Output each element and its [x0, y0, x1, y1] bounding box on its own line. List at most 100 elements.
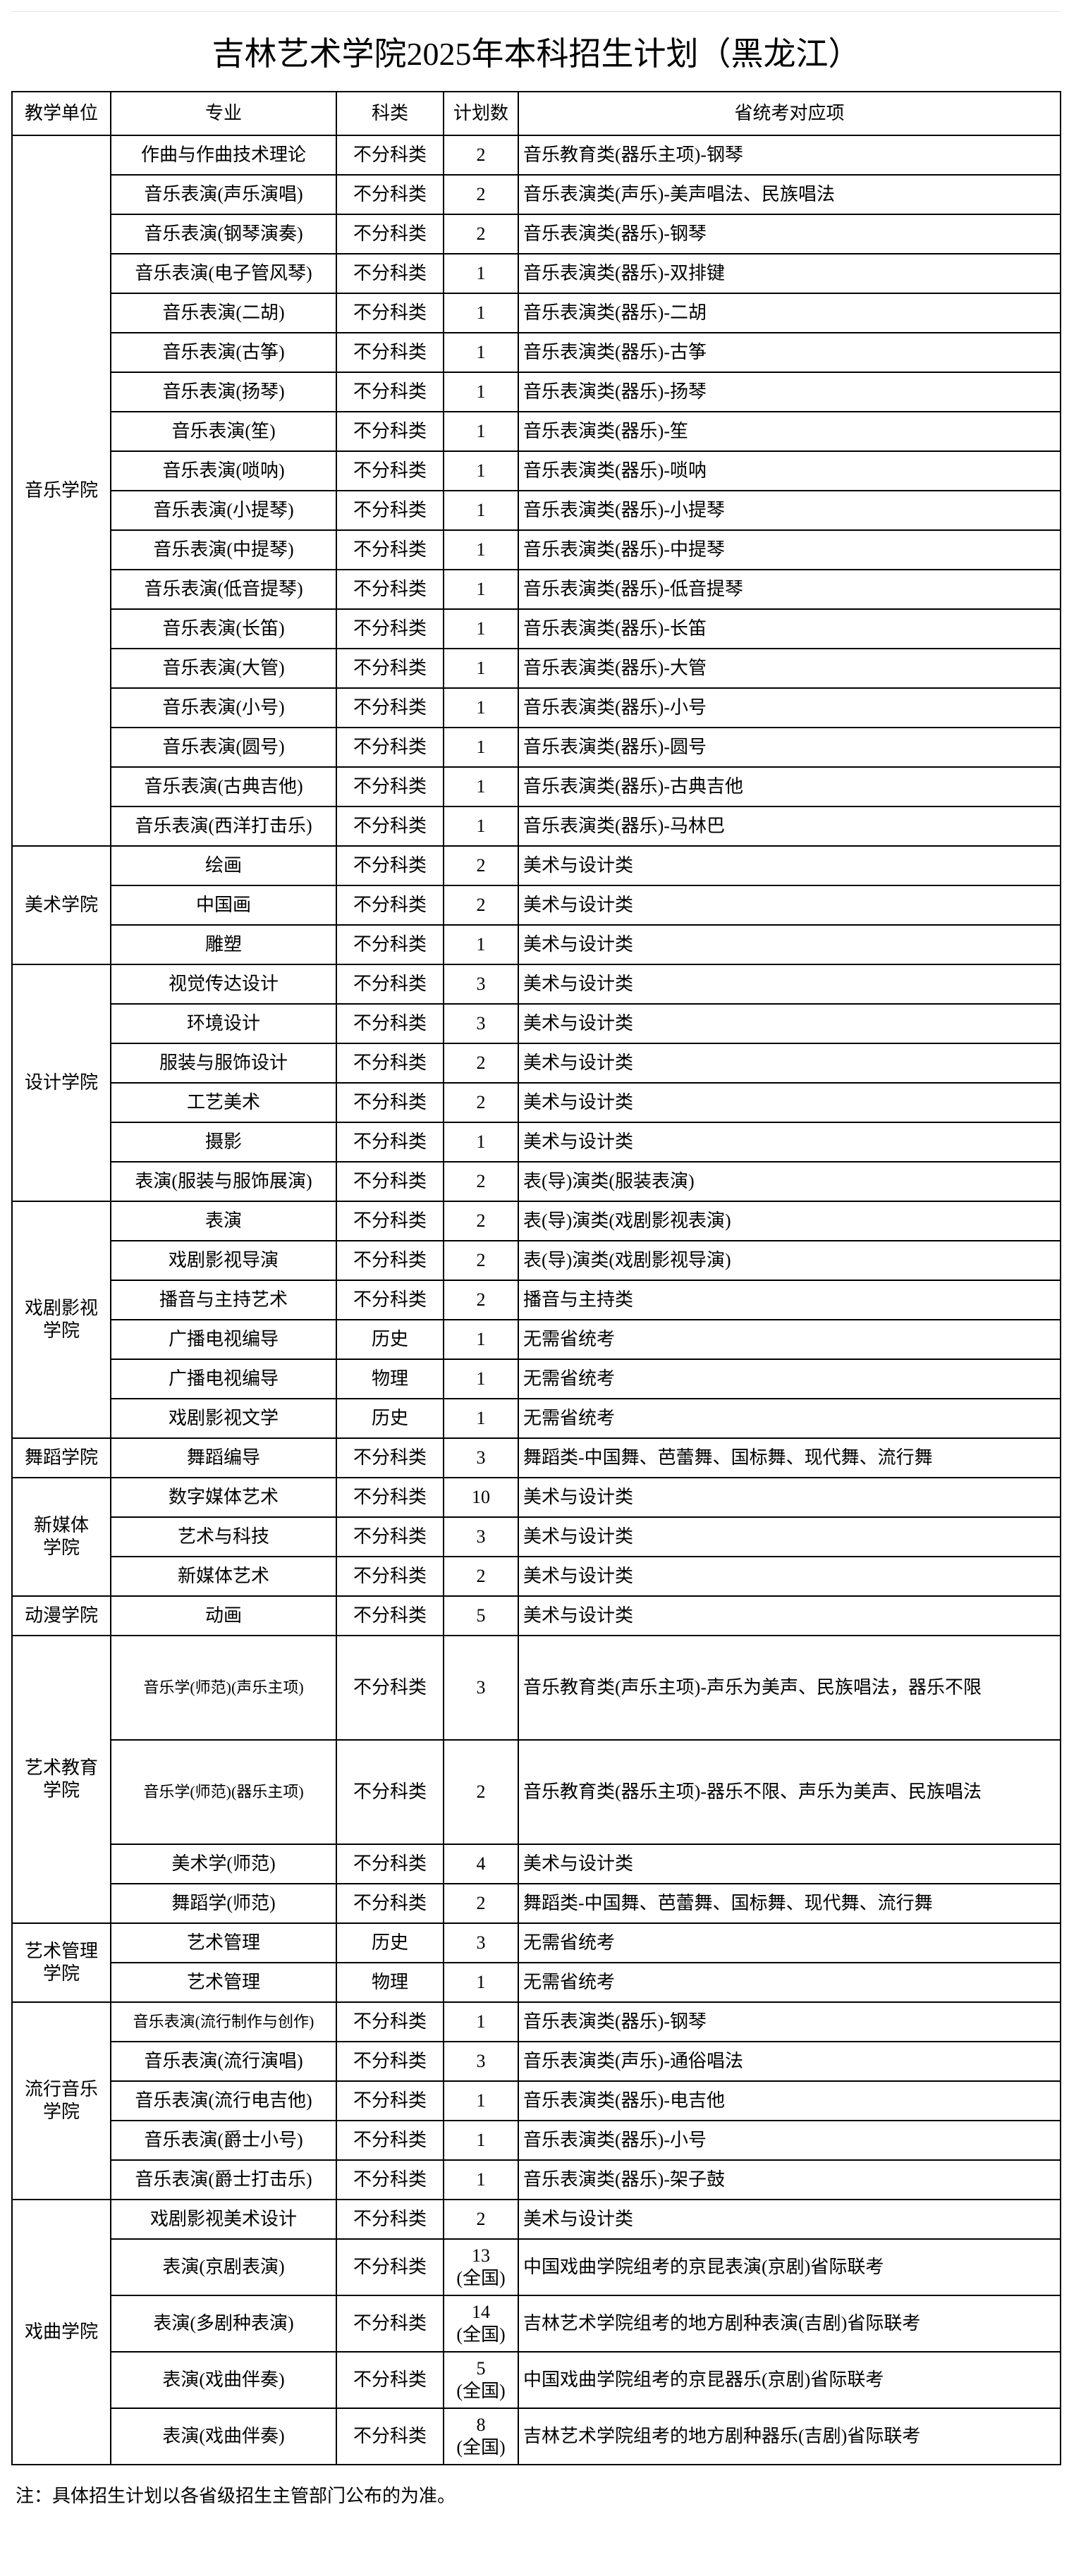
- count-cell: 1: [443, 648, 519, 689]
- exam-mapping-cell: 无需省统考: [518, 1398, 1061, 1439]
- table-row: 音乐表演(中提琴) 不分科类 1 音乐表演类(器乐)-中提琴: [12, 529, 1061, 570]
- major-cell: 动画: [110, 1595, 337, 1636]
- table-row: 音乐表演(钢琴演奏) 不分科类 2 音乐表演类(器乐)-钢琴: [12, 214, 1061, 254]
- type-cell: 不分科类: [336, 648, 444, 689]
- table-row: 音乐表演(二胡) 不分科类 1 音乐表演类(器乐)-二胡: [12, 293, 1061, 333]
- type-cell: 不分科类: [336, 2120, 444, 2161]
- type-cell: 不分科类: [336, 964, 444, 1005]
- type-cell: 不分科类: [336, 1516, 444, 1557]
- exam-mapping-cell: 音乐表演类(器乐)-马林巴: [518, 806, 1061, 847]
- table-row: 音乐表演(电子管风琴) 不分科类 1 音乐表演类(器乐)-双排键: [12, 253, 1061, 294]
- type-cell: 不分科类: [336, 529, 444, 570]
- table-row: 艺术管理 学院 艺术管理 历史 3 无需省统考: [11, 1922, 1061, 2003]
- count-cell: 2: [443, 1240, 519, 1281]
- exam-mapping-cell: 美术与设计类: [518, 1556, 1061, 1597]
- count-cell: 1: [443, 332, 519, 373]
- count-cell: 1: [443, 2080, 519, 2121]
- table-row: 广播电视编导 物理 1 无需省统考: [12, 1358, 1061, 1399]
- exam-mapping-cell: 播音与主持类: [518, 1280, 1061, 1320]
- exam-mapping-cell: 无需省统考: [518, 1358, 1061, 1399]
- count-cell: 1: [443, 806, 519, 847]
- type-cell: 不分科类: [336, 1844, 444, 1884]
- major-cell: 广播电视编导: [110, 1319, 337, 1360]
- major-cell: 戏剧影视导演: [110, 1240, 337, 1281]
- header-major: 专业: [110, 91, 337, 136]
- exam-mapping-cell: 音乐表演类(器乐)-古典吉他: [518, 766, 1061, 807]
- table-row: 音乐学院 作曲与作曲技术理论 不分科类 2 音乐教育类(器乐主项)-钢琴: [11, 135, 1061, 847]
- count-cell: 14 (全国): [443, 2295, 519, 2353]
- table-row: 流行音乐 学院 音乐表演(流行制作与创作) 不分科类 1 音乐表演类(器乐)-钢琴: [11, 2001, 1061, 2200]
- table-row: 广播电视编导 历史 1 无需省统考: [12, 1319, 1061, 1360]
- major-cell: 音乐学(师范)(器乐主项): [110, 1739, 337, 1845]
- major-cell: 音乐表演(古筝): [110, 332, 337, 373]
- major-cell: 音乐表演(中提琴): [110, 529, 337, 570]
- table-row: 雕塑 不分科类 1 美术与设计类: [12, 924, 1061, 965]
- count-cell: 2: [443, 174, 519, 215]
- major-cell: 音乐表演(低音提琴): [110, 569, 337, 610]
- exam-mapping-cell: 美术与设计类: [518, 1082, 1061, 1123]
- major-cell: 音乐表演(笙): [110, 411, 337, 452]
- header-exam-mapping: 省统考对应项: [518, 91, 1061, 136]
- table-row: 舞蹈学院 舞蹈编导 不分科类 3 舞蹈类-中国舞、芭蕾舞、国标舞、现代舞、流行舞: [11, 1437, 1061, 1478]
- table-row: 音乐表演(笙) 不分科类 1 音乐表演类(器乐)-笙: [12, 411, 1061, 452]
- exam-mapping-cell: 美术与设计类: [518, 845, 1061, 886]
- type-cell: 不分科类: [336, 1556, 444, 1597]
- table-row: 舞蹈学(师范) 不分科类 2 舞蹈类-中国舞、芭蕾舞、国标舞、现代舞、流行舞: [12, 1883, 1061, 1924]
- count-cell: 2: [443, 885, 519, 926]
- count-value: 8: [476, 2414, 486, 2435]
- major-cell: 摄影: [110, 1122, 337, 1163]
- count-cell: 3: [443, 1003, 519, 1044]
- count-cell: 1: [443, 293, 519, 333]
- table-row: 环境设计 不分科类 3 美术与设计类: [12, 1003, 1061, 1044]
- table-row: 音乐表演(爵士打击乐) 不分科类 1 音乐表演类(器乐)-架子鼓: [12, 2159, 1061, 2200]
- exam-mapping-cell: 舞蹈类-中国舞、芭蕾舞、国标舞、现代舞、流行舞: [518, 1883, 1061, 1924]
- table-row: 音乐表演(小提琴) 不分科类 1 音乐表演类(器乐)-小提琴: [12, 490, 1061, 531]
- table-row: 音乐表演(爵士小号) 不分科类 1 音乐表演类(器乐)-小号: [12, 2120, 1061, 2161]
- type-cell: 不分科类: [336, 490, 444, 531]
- major-cell: 舞蹈编导: [110, 1437, 337, 1478]
- major-cell: 音乐表演(流行演唱): [110, 2041, 337, 2082]
- count-cell: 1: [443, 253, 519, 294]
- exam-mapping-cell: 吉林艺术学院组考的地方剧种表演(吉剧)省际联考: [518, 2295, 1061, 2353]
- count-cell: 4: [443, 1844, 519, 1884]
- exam-mapping-cell: 美术与设计类: [518, 1516, 1061, 1557]
- exam-mapping-cell: 表(导)演类(戏剧影视表演): [518, 1201, 1061, 1241]
- header-count: 计划数: [443, 91, 519, 136]
- major-cell: 音乐表演(爵士打击乐): [110, 2159, 337, 2200]
- type-cell: 不分科类: [336, 1739, 444, 1845]
- count-value: 5: [476, 2357, 486, 2379]
- type-cell: 不分科类: [336, 2159, 444, 2200]
- major-cell: 表演: [110, 1201, 337, 1241]
- table-row: 音乐表演(长笛) 不分科类 1 音乐表演类(器乐)-长笛: [12, 608, 1061, 649]
- count-cell: 2: [443, 1161, 519, 1202]
- count-cell: 2: [443, 135, 519, 176]
- table-row: 中国画 不分科类 2 美术与设计类: [12, 885, 1061, 926]
- exam-mapping-cell: 美术与设计类: [518, 1122, 1061, 1163]
- exam-mapping-cell: 音乐表演类(器乐)-小提琴: [518, 490, 1061, 531]
- table-row: 戏曲学院 戏剧影视美术设计 不分科类 2 美术与设计类: [11, 2199, 1061, 2465]
- exam-mapping-cell: 无需省统考: [518, 1319, 1061, 1360]
- exam-mapping-cell: 美术与设计类: [518, 885, 1061, 926]
- count-cell: 1: [443, 687, 519, 728]
- major-cell: 广播电视编导: [110, 1358, 337, 1399]
- count-cell: 2: [443, 1883, 519, 1924]
- exam-mapping-cell: 表(导)演类(服装表演): [518, 1161, 1061, 1202]
- exam-mapping-cell: 音乐表演类(器乐)-小号: [518, 687, 1061, 728]
- table-row: 戏剧影视导演 不分科类 2 表(导)演类(戏剧影视导演): [12, 1240, 1061, 1281]
- footer-note: 注：具体招生计划以各省级招生主管部门公布的为准。: [16, 2485, 456, 2506]
- exam-mapping-cell: 音乐表演类(声乐)-美声唱法、民族唱法: [518, 174, 1061, 215]
- major-cell: 表演(多剧种表演): [110, 2295, 337, 2353]
- exam-mapping-cell: 音乐表演类(声乐)-通俗唱法: [518, 2041, 1061, 2082]
- exam-mapping-cell: 美术与设计类: [518, 924, 1061, 965]
- unit-cell: 艺术教育 学院: [11, 1635, 111, 1924]
- type-cell: 不分科类: [336, 1477, 444, 1518]
- type-cell: 不分科类: [336, 1043, 444, 1084]
- major-cell: 工艺美术: [110, 1082, 337, 1123]
- count-cell: 1: [443, 2120, 519, 2161]
- count-cell: 3: [443, 2041, 519, 2082]
- count-cell: 1: [443, 411, 519, 452]
- exam-mapping-cell: 美术与设计类: [518, 1003, 1061, 1044]
- exam-mapping-cell: 音乐表演类(器乐)-笙: [518, 411, 1061, 452]
- table-row: 音乐表演(西洋打击乐) 不分科类 1 音乐表演类(器乐)-马林巴: [12, 806, 1061, 847]
- type-cell: 不分科类: [336, 1883, 444, 1924]
